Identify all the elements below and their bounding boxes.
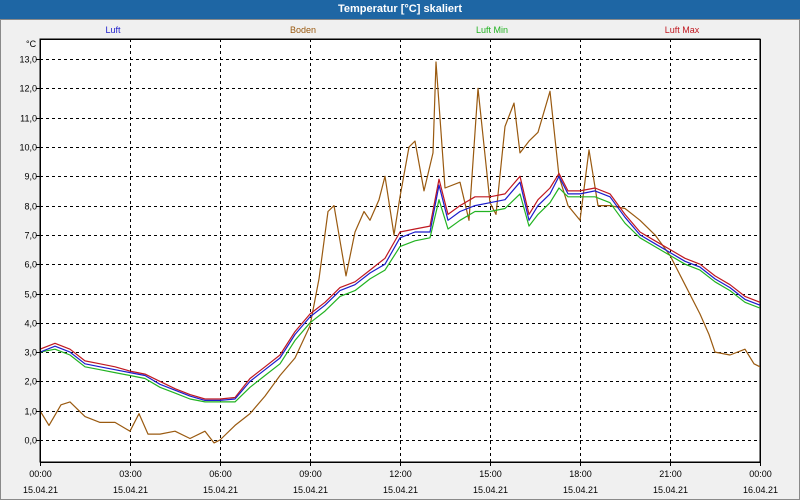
legend-boden: Boden <box>290 25 316 35</box>
x-tick-time: 15:00 <box>479 469 502 479</box>
y-tick-label: 3,0 <box>24 348 37 358</box>
y-tick-label: 1,0 <box>24 407 37 417</box>
y-tick-label: 12,0 <box>19 84 37 94</box>
y-axis-ticks: 0,0 1,0 2,0 3,0 4,0 5,0 6,0 7,0 8,0 9,0 10,0 11,0 12… <box>19 55 40 446</box>
y-tick-label: 8,0 <box>24 202 37 212</box>
y-axis-label: °C <box>26 39 37 49</box>
x-tick-date: 15.04.21 <box>653 485 688 495</box>
x-tick-date: 15.04.21 <box>563 485 598 495</box>
series-line-boden <box>40 61 760 444</box>
x-tick-date: 15.04.21 <box>23 485 58 495</box>
y-tick-label: 10,0 <box>19 143 37 153</box>
x-axis-ticks: 00:00 15.04.21 03:00 15.04.21 06:00 15.04.21 0… <box>23 462 778 495</box>
series-line-luft-max <box>40 172 760 400</box>
series-line-luft-min <box>40 187 760 403</box>
chart-title: Temperatur [°C] skaliert <box>0 0 800 19</box>
y-tick-label: 0,0 <box>24 436 37 446</box>
series-line-luft <box>40 175 760 401</box>
x-tick-time: 00:00 <box>29 469 52 479</box>
plot-border <box>40 39 761 463</box>
x-tick-time: 18:00 <box>569 469 592 479</box>
y-tick-label: 7,0 <box>24 231 37 241</box>
x-tick-date: 16.04.21 <box>743 485 778 495</box>
grid <box>39 38 761 463</box>
x-tick-date: 15.04.21 <box>293 485 328 495</box>
y-tick-label: 6,0 <box>24 260 37 270</box>
x-tick-date: 15.04.21 <box>383 485 418 495</box>
x-tick-time: 06:00 <box>209 469 232 479</box>
y-tick-label: 2,0 <box>24 377 37 387</box>
series-lines <box>40 61 760 444</box>
y-tick-label: 4,0 <box>24 319 37 329</box>
x-tick-time: 00:00 <box>749 469 772 479</box>
x-tick-date: 15.04.21 <box>113 485 148 495</box>
x-tick-date: 15.04.21 <box>203 485 238 495</box>
x-tick-time: 09:00 <box>299 469 322 479</box>
legend-luft: Luft <box>105 25 121 35</box>
x-tick-date: 15.04.21 <box>473 485 508 495</box>
legend-luft-min: Luft Min <box>476 25 508 35</box>
legend: Luft Boden Luft Min Luft Max <box>105 25 699 35</box>
y-tick-label: 11,0 <box>20 114 37 124</box>
x-tick-time: 12:00 <box>389 469 412 479</box>
x-tick-time: 03:00 <box>119 469 142 479</box>
legend-luft-max: Luft Max <box>665 25 700 35</box>
x-tick-time: 21:00 <box>659 469 682 479</box>
y-tick-label: 5,0 <box>24 290 37 300</box>
y-tick-label: 9,0 <box>24 172 37 182</box>
y-tick-label: 13,0 <box>19 55 37 65</box>
